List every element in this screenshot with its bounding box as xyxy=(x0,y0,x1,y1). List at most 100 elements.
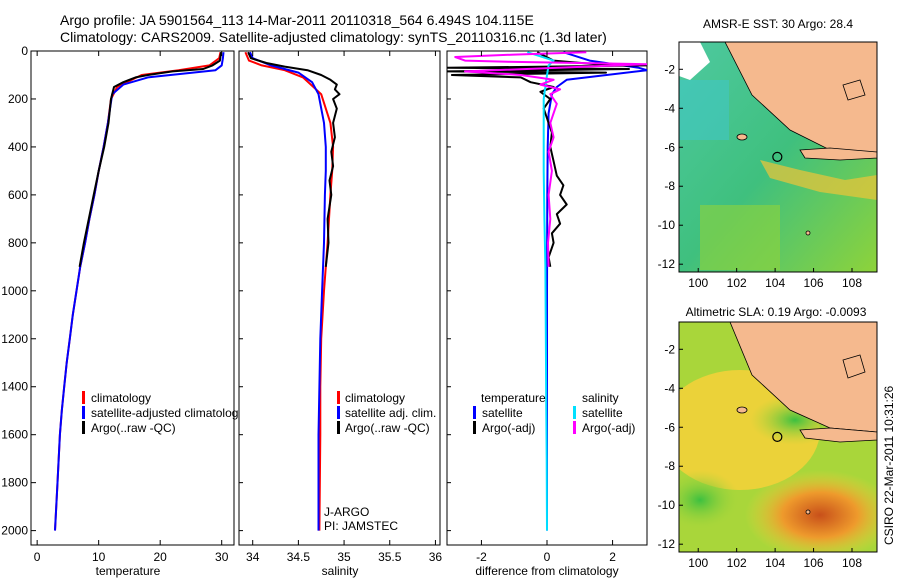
legend-heading-temperature: temperature xyxy=(481,391,546,405)
x-tick-label: 36 xyxy=(429,550,443,564)
sla-map-frame xyxy=(678,321,878,553)
land-java xyxy=(799,427,877,443)
sla-map-title: Altimetric SLA: 0.19 Argo: -0.0093 xyxy=(686,305,867,319)
x-tick-label: 2 xyxy=(609,550,616,564)
map-x-tick-label: 104 xyxy=(765,276,785,290)
map-y-tick-label: -6 xyxy=(664,420,675,434)
legend-label-argo: Argo(..raw -QC) xyxy=(91,421,176,435)
header-line-1: Argo profile: JA 5901564_113 14-Mar-2011… xyxy=(60,12,534,28)
map-y-tick-label: -8 xyxy=(664,179,675,193)
map-x-tick-label: 106 xyxy=(804,556,824,570)
legend-swatch-satellite xyxy=(337,406,340,419)
legend-label-climatology: climatology xyxy=(91,391,151,405)
land-island xyxy=(842,354,866,379)
sla-low-anomaly xyxy=(679,470,740,530)
sst-map-frame xyxy=(678,41,878,273)
x-tick-label: 30 xyxy=(215,550,229,564)
map-y-tick-label: -8 xyxy=(664,459,675,473)
map-x-tick-label: 106 xyxy=(804,276,824,290)
land-island xyxy=(736,133,748,141)
map-x-tick-label: 102 xyxy=(727,556,747,570)
header-line-2: Climatology: CARS2009. Satellite-adjuste… xyxy=(60,29,607,45)
sst-coastal-warm xyxy=(760,160,877,200)
difference-legend: temperature salinity satellite Argo(-adj… xyxy=(473,391,635,435)
legend-label-sal-satellite: satellite xyxy=(582,406,623,420)
x-tick-label: 34 xyxy=(246,550,260,564)
map-y-tick-label: -2 xyxy=(664,342,675,356)
y-tick-label: 1800 xyxy=(1,476,28,490)
temperature-legend: climatology satellite-adjusted climatolo… xyxy=(82,391,244,435)
map-y-tick-label: -2 xyxy=(664,62,675,76)
salinity-panel: 34 34.5 35 35.5 36 salinity climatology sate… xyxy=(238,50,443,578)
salinity-legend: climatology satellite adj. clim. Argo(..… xyxy=(337,391,436,435)
legend-swatch-climatology xyxy=(337,391,340,404)
legend-label-argo: Argo(..raw -QC) xyxy=(345,421,430,435)
legend-label-temp-satellite: satellite xyxy=(482,406,523,420)
y-tick-label: 200 xyxy=(8,92,28,106)
annotation-pi: PI: JAMSTEC xyxy=(324,519,398,533)
map-y-tick-label: -12 xyxy=(658,537,676,551)
y-tick-label: 400 xyxy=(8,140,28,154)
map-y-tick-label: -12 xyxy=(658,257,676,271)
land-sumatra xyxy=(679,322,877,433)
series-line-argo-raw-qc xyxy=(78,52,223,267)
y-tick-label: 1600 xyxy=(1,428,28,442)
series-line-argo-raw-qc xyxy=(247,51,341,267)
legend-swatch-temp-satellite xyxy=(473,406,476,419)
difference-panel: -2 0 2 difference from climatology tempera… xyxy=(446,50,648,578)
argo-location-marker xyxy=(772,151,783,162)
sst-map-panel: AMSR-E SST: 30 Argo: 28.4 100 102 104 106 10… xyxy=(658,17,878,290)
map-y-tick-label: -10 xyxy=(658,218,676,232)
map-x-tick-label: 100 xyxy=(688,556,708,570)
salinity-axes xyxy=(238,50,441,546)
map-y-tick-label: -6 xyxy=(664,140,675,154)
legend-swatch-climatology xyxy=(82,391,85,404)
difference-xlabel: difference from climatology xyxy=(475,564,618,578)
sst-map-title: AMSR-E SST: 30 Argo: 28.4 xyxy=(703,17,853,31)
legend-swatch-temp-argo xyxy=(473,421,476,434)
y-tick-label: 600 xyxy=(8,188,28,202)
map-y-tick-label: -10 xyxy=(658,498,676,512)
y-tick-label: 800 xyxy=(8,236,28,250)
x-tick-label: 20 xyxy=(154,550,168,564)
map-x-tick-label: 102 xyxy=(727,276,747,290)
legend-label-climatology: climatology xyxy=(345,391,405,405)
legend-swatch-satellite xyxy=(82,406,85,419)
legend-label-satellite: satellite adj. clim. xyxy=(345,406,436,420)
map-y-tick-label: -4 xyxy=(664,381,675,395)
side-timestamp: CSIRO 22-Mar-2011 10:31:26 xyxy=(882,385,896,545)
y-tick-label: 1000 xyxy=(1,284,28,298)
series-line-salinity-satellite xyxy=(526,51,555,531)
legend-label-temp-argo: Argo(-adj) xyxy=(482,421,535,435)
land-christmas-island xyxy=(805,230,811,236)
series-line-satellite-adj-clim xyxy=(249,51,327,531)
x-tick-label: 0 xyxy=(34,550,41,564)
sst-cool-patch xyxy=(679,80,729,140)
sla-high-anomaly xyxy=(745,470,877,552)
map-x-tick-label: 100 xyxy=(688,276,708,290)
annotation-j-argo: J-ARGO xyxy=(324,505,369,519)
legend-swatch-sal-satellite xyxy=(573,406,576,419)
map-x-tick-label: 104 xyxy=(765,556,785,570)
legend-label-sal-argo: Argo(-adj) xyxy=(582,421,635,435)
land-christmas-island xyxy=(805,509,811,515)
land-island xyxy=(736,406,748,414)
legend-heading-salinity: salinity xyxy=(582,391,619,405)
x-tick-label: 35.5 xyxy=(378,550,402,564)
y-tick-label: 1200 xyxy=(1,332,28,346)
x-tick-label: 35 xyxy=(337,550,351,564)
map-blank-area xyxy=(679,42,710,80)
temperature-panel: 0 200 400 600 800 1000 1200 1400 1600 1800 2000 0 1… xyxy=(1,44,244,578)
x-tick-label: 34.5 xyxy=(287,550,311,564)
legend-label-satellite: satellite-adjusted climatology xyxy=(91,406,244,420)
land-island xyxy=(842,79,866,101)
x-tick-label: -2 xyxy=(476,550,487,564)
temperature-xlabel: temperature xyxy=(96,564,161,578)
temperature-axes xyxy=(30,50,235,546)
sla-map-panel: Altimetric SLA: 0.19 Argo: -0.0093 100 10… xyxy=(658,305,878,570)
land-sumatra xyxy=(679,42,877,156)
legend-swatch-argo xyxy=(337,421,340,434)
legend-swatch-sal-argo xyxy=(573,421,576,434)
map-y-tick-label: -4 xyxy=(664,101,675,115)
